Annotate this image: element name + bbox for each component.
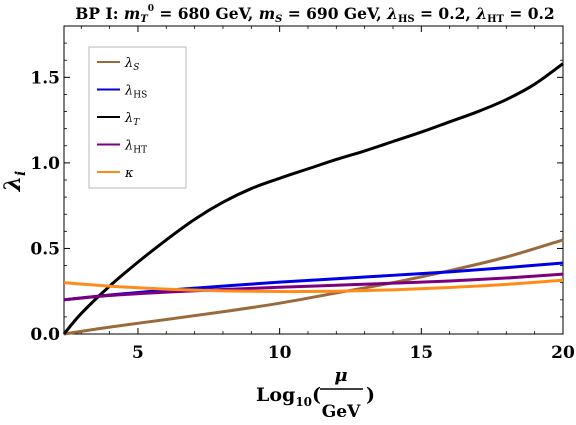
x-axis-label-numerator: μ [334, 365, 347, 386]
y-axis-label-symbol: λ [0, 176, 26, 192]
title-lhs-value: = 0.2, [415, 4, 477, 23]
legend-label-3: λHT [124, 139, 147, 156]
title-mt-sup: 0 [148, 4, 154, 14]
x-axis-label-close: ) [366, 384, 375, 406]
legend-label-2: λT [124, 111, 140, 128]
y-tick-label: 1.5 [30, 68, 60, 88]
x-axis-label-denominator: GeV [322, 402, 361, 422]
x-axis-label-log: Log [256, 384, 295, 406]
x-tick-label: 20 [551, 343, 575, 363]
title-mt-symbol: m [124, 4, 140, 23]
title-lhs-symbol: λ [386, 4, 398, 23]
chart-title: BP I: mT0 = 680 GeV, mS = 690 GeV, λHS =… [75, 4, 554, 25]
title-lhs-sub: HS [398, 14, 415, 25]
x-tick-label: 15 [409, 343, 433, 363]
series-line-4 [63, 278, 564, 294]
series-line-2 [62, 62, 564, 335]
title-mt-sub: T [140, 14, 149, 25]
title-lht-value: = 0.2 [504, 4, 555, 23]
series-line-3 [63, 272, 564, 302]
x-tick-label: 10 [268, 343, 292, 363]
title-ms-sub: S [275, 14, 282, 25]
legend: λS λHS λT λHT κ [88, 46, 187, 189]
y-axis-label: λi [0, 171, 29, 193]
x-axis-label-sub: 10 [295, 395, 312, 409]
series-lines [62, 62, 564, 336]
y-axis-label-sub: i [13, 171, 29, 176]
series-line-0 [63, 238, 564, 336]
title-prefix: BP I: [75, 4, 124, 23]
title-mt-value: = 680 GeV, [154, 4, 259, 23]
svg-text:Log10(: Log10( [256, 384, 321, 409]
title-ms-value: = 690 GeV, [282, 4, 387, 23]
legend-label-0: λS [124, 56, 139, 73]
legend-label-1: λHS [124, 84, 147, 101]
title-lht-sub: HT [487, 14, 504, 25]
title-ms-symbol: m [259, 4, 275, 23]
legend-label-4: κ [124, 166, 134, 181]
y-tick-label: 0.0 [30, 325, 60, 345]
y-tick-label: 0.5 [30, 239, 60, 259]
axis-tick-labels: 5 10 15 20 0.0 0.5 1.0 1.5 [30, 68, 575, 363]
x-axis-label: Log10( μ GeV ) [256, 365, 375, 422]
x-axis-label-open: ( [312, 384, 321, 406]
x-tick-label: 5 [132, 343, 144, 363]
title-lht-symbol: λ [475, 4, 487, 23]
y-tick-label: 1.0 [30, 154, 60, 174]
